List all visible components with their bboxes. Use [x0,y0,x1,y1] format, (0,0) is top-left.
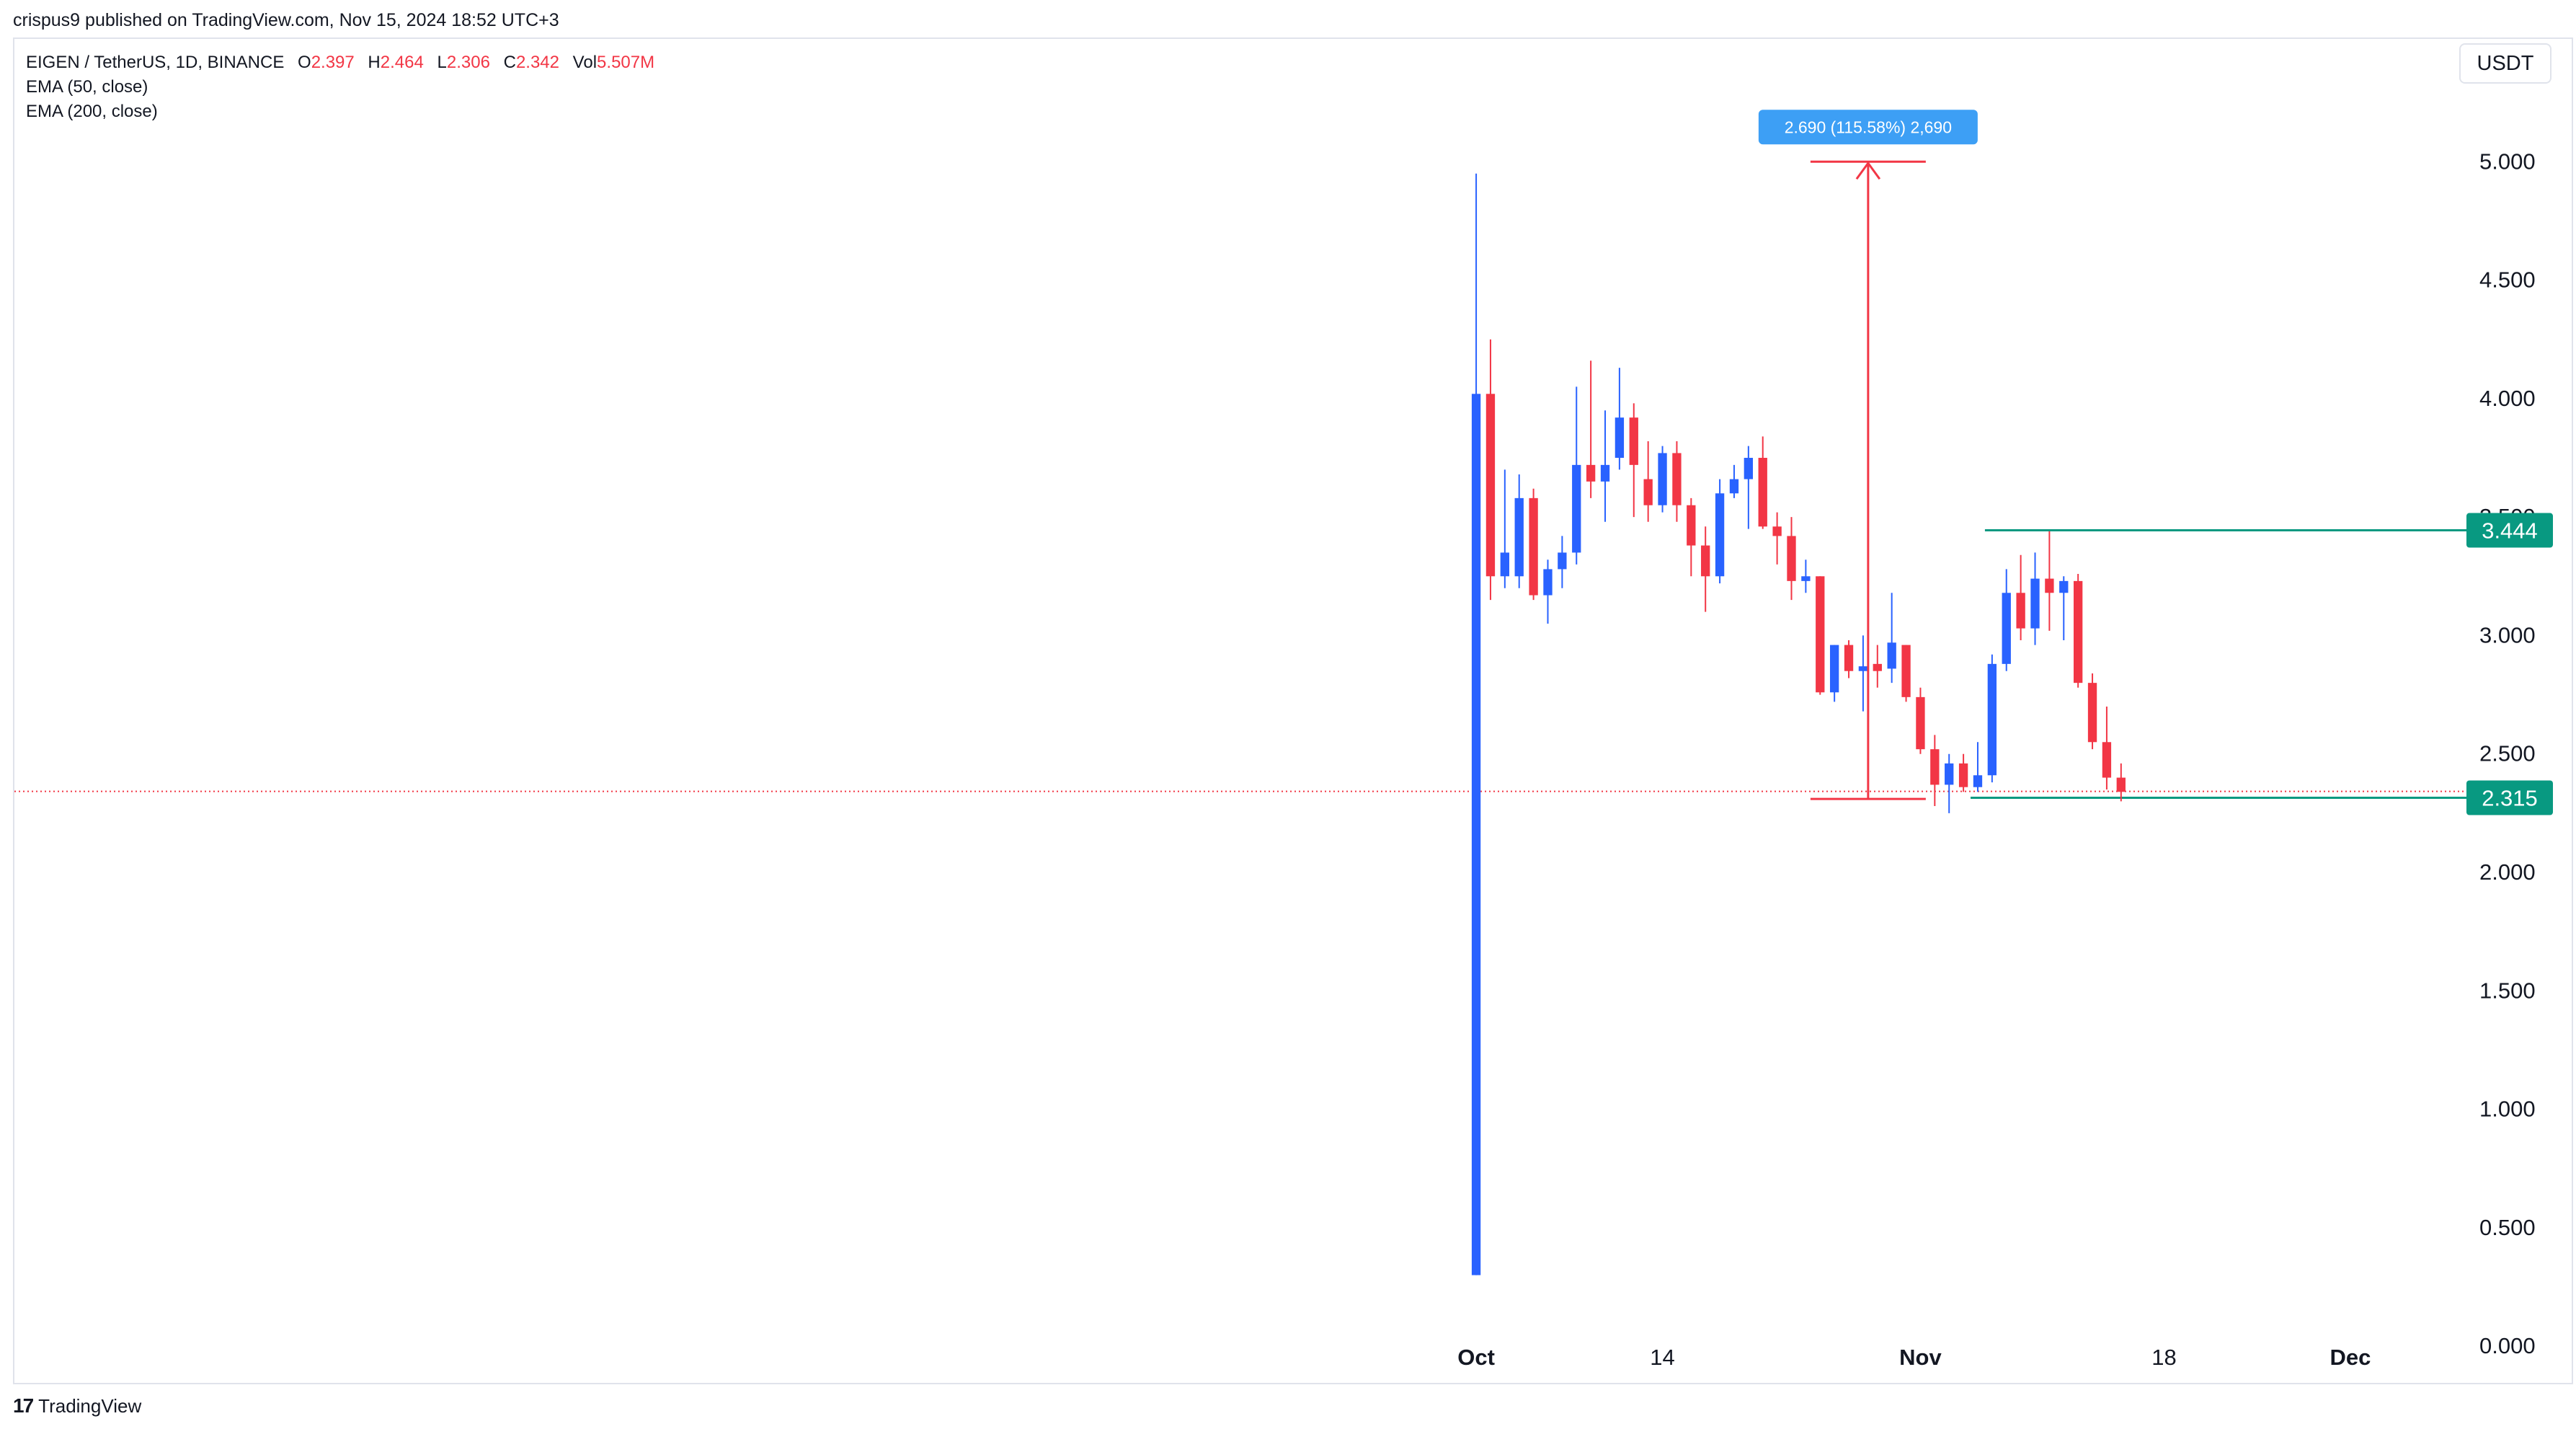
close-label: C [503,53,516,72]
candle-body [2059,580,2069,593]
candle-body [1471,394,1481,1275]
candle-body [2102,742,2112,778]
candle-body [1816,576,1825,693]
measure-label-box [1758,110,1978,145]
candle-body [1844,645,1854,671]
candle-body [1715,493,1725,577]
open-value: 2.397 [311,53,355,72]
y-tick-label: 4.500 [2479,267,2536,293]
y-tick-label: 3.000 [2479,622,2536,647]
candle-body [1729,479,1739,494]
candle-body [1629,417,1638,465]
candle-body [1600,464,1610,482]
candle-body [1958,763,1968,787]
y-tick-label: 2.500 [2479,741,2536,766]
published-caption: crispus9 published on TradingView.com, N… [13,10,559,30]
measure-arrowhead [1855,161,1881,180]
candle-body [2002,593,2011,664]
x-tick-label: 14 [1650,1345,1674,1370]
candle-body [1658,453,1667,505]
high-value: 2.464 [380,53,424,72]
price-level-label: 3.444 [2482,518,2538,544]
candle-body [2045,578,2054,593]
currency-button[interactable]: USDT [2459,43,2551,84]
candle-body [1916,696,1925,750]
x-tick-label: 18 [2151,1345,2176,1370]
candle-body [1772,526,1782,536]
candle-body [1672,453,1682,505]
tradingview-logo[interactable]: 17 TradingView [13,1394,141,1417]
candle-body [1758,458,1767,527]
candle-body [1829,645,1839,693]
price-level-tag [2466,780,2553,815]
candle-body [1887,642,1896,669]
x-tick-label: Nov [1899,1345,1942,1370]
candle-body [1873,663,1882,671]
candle-body [1514,497,1524,577]
tradingview-logo-mark: 17 [13,1394,34,1417]
candle-body [1572,464,1581,553]
price-level-tag [2466,513,2553,548]
candle-body [1615,417,1625,458]
low-value: 2.306 [446,53,490,72]
candle-body [1500,552,1509,577]
ema50-indicator[interactable]: EMA (50, close) [26,77,148,97]
y-tick-label: 1.000 [2479,1097,2536,1122]
candle-body [2087,683,2097,743]
volume-value: 5.507 [597,53,641,72]
candle-body [1586,464,1596,482]
y-tick-label: 1.500 [2479,978,2536,1003]
candle-body [1701,545,1710,577]
low-label: L [437,53,447,72]
candle-body [1987,663,1997,776]
chart-frame[interactable] [13,37,2573,1384]
candle-body [1901,645,1911,697]
tradingview-logo-text: TradingView [38,1394,142,1417]
chart-legend: EIGEN / TetherUS, 1D, BINANCE O2.397 H2.… [26,50,654,124]
ohlc-row: EIGEN / TetherUS, 1D, BINANCE O2.397 H2.… [26,50,654,75]
y-tick-label: 0.000 [2479,1333,2536,1358]
ema200-indicator[interactable]: EMA (200, close) [26,102,158,121]
symbol-label[interactable]: EIGEN / TetherUS, 1D, BINANCE [26,53,285,72]
candle-body [1945,763,1954,785]
y-tick-label: 2.000 [2479,859,2536,885]
high-label: H [368,53,381,72]
volume-unit: M [640,53,655,72]
open-label: O [298,53,311,72]
candle-body [1858,666,1868,671]
close-value: 2.342 [515,53,559,72]
candle-body [2030,578,2040,629]
measure-label: 2.690 (115.58%) 2,690 [1785,118,1952,136]
candle-body [1744,458,1754,479]
volume-label: Vol [572,53,598,72]
candle-body [2116,777,2126,792]
candle-body [1973,775,1983,787]
x-tick-label: Oct [1457,1345,1495,1370]
candle-body [2073,580,2083,683]
candle-body [2016,593,2025,629]
price-level-label: 2.315 [2482,786,2538,811]
candle-body [1485,394,1496,577]
candle-body [1543,569,1553,596]
candle-body [1687,505,1696,546]
candle-body [1801,576,1811,581]
candle-body [1529,497,1538,596]
candle-body [1930,749,1940,785]
y-tick-label: 4.000 [2479,386,2536,411]
y-tick-label: 0.500 [2479,1215,2536,1240]
candle-body [1787,536,1796,581]
candle-body [1643,479,1653,505]
candle-body [1558,552,1567,570]
y-tick-label: 5.000 [2479,149,2536,174]
x-tick-label: Dec [2329,1345,2371,1370]
